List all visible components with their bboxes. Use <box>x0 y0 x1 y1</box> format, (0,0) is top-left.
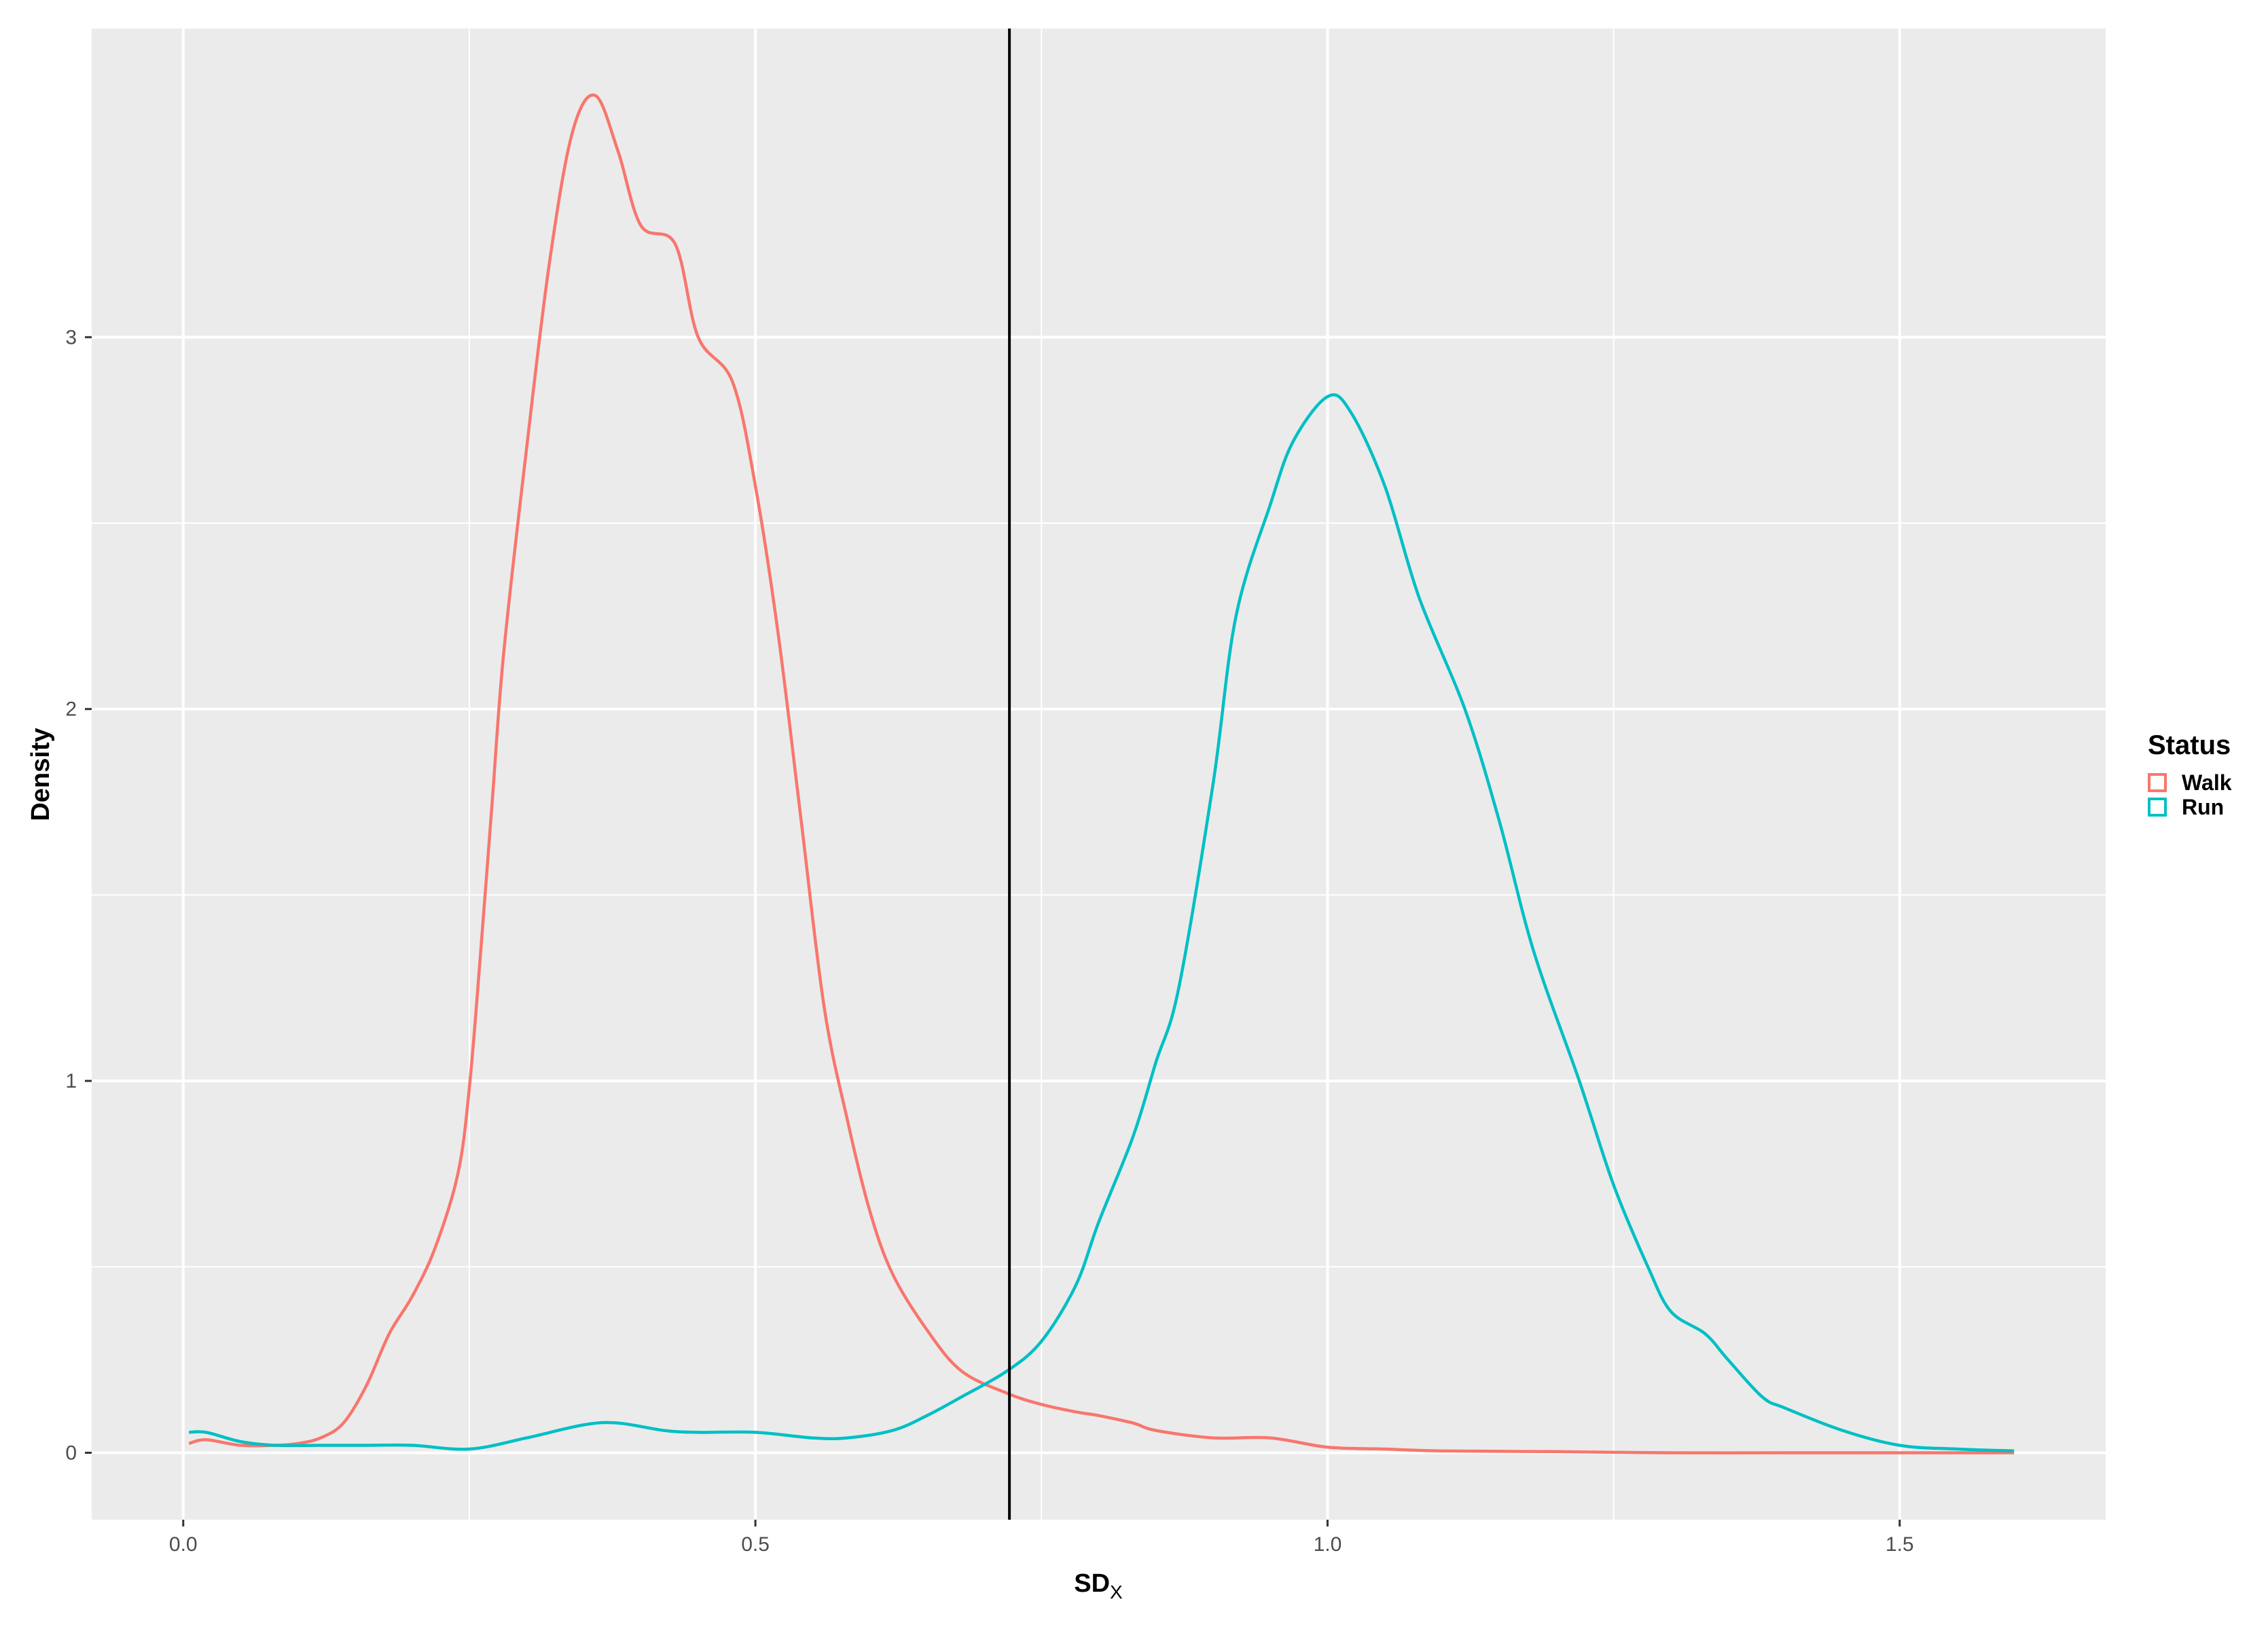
x-axis: 0.0 0.5 1.0 1.5 <box>169 1520 1914 1556</box>
y-tick-label: 0 <box>65 1442 77 1464</box>
x-axis-title-subscript: X <box>1110 1582 1123 1603</box>
x-axis-title: SDX <box>1074 1569 1123 1603</box>
legend-title: Status <box>2148 730 2231 760</box>
legend-label-walk: Walk <box>2182 770 2232 795</box>
y-tick-label: 1 <box>65 1070 77 1092</box>
x-tick-label: 0.5 <box>741 1533 770 1556</box>
x-tick-label: 1.0 <box>1314 1533 1342 1556</box>
y-tick-label: 3 <box>65 326 77 349</box>
density-line-walk <box>188 93 2015 1454</box>
density-lines <box>188 93 2015 1454</box>
y-tick-label: 2 <box>65 698 77 721</box>
legend-key-walk <box>2148 773 2167 792</box>
legend-label-run: Run <box>2182 795 2224 819</box>
legend-key-run <box>2148 798 2167 817</box>
density-line-run <box>189 393 2015 1452</box>
x-tick-label: 0.0 <box>169 1533 198 1556</box>
y-axis: 0 1 2 3 <box>65 326 92 1464</box>
major-gridlines <box>92 29 2106 1520</box>
x-tick-label: 1.5 <box>1886 1533 1914 1556</box>
panel-background <box>92 29 2106 1520</box>
y-axis-title: Density <box>26 728 55 821</box>
